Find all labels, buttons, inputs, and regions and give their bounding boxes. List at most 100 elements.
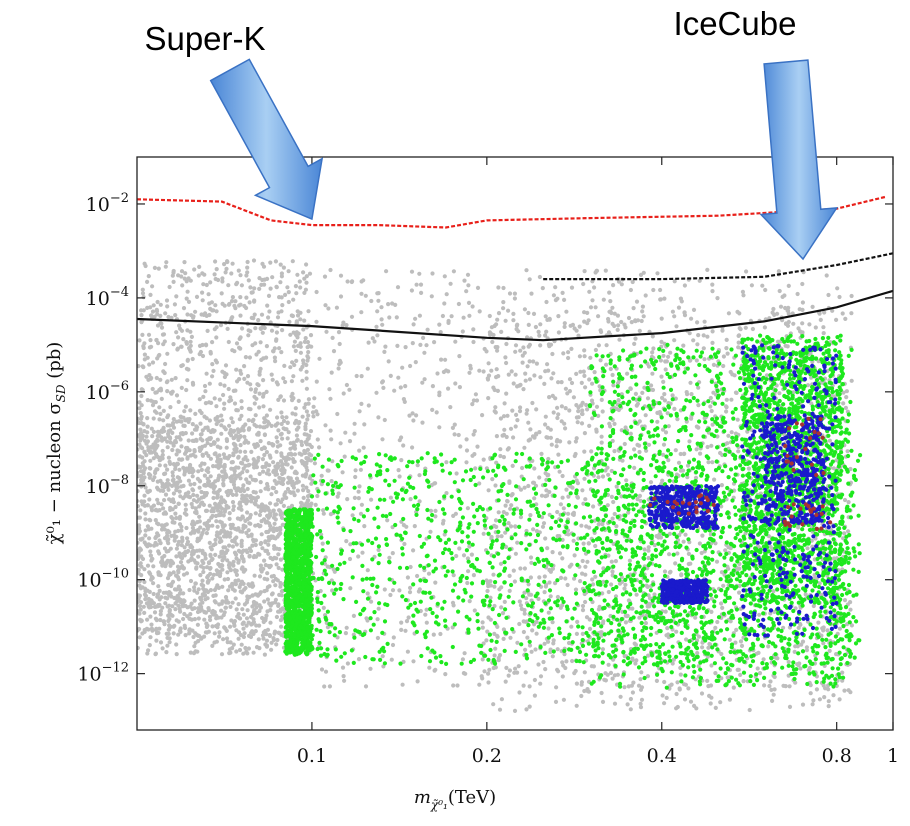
scatter-point: [235, 408, 240, 413]
scatter-point: [506, 673, 511, 678]
scatter-point: [201, 394, 206, 399]
scatter-point: [610, 305, 615, 310]
scatter-point: [328, 511, 333, 517]
scatter-point: [306, 355, 311, 360]
scatter-point: [273, 472, 278, 477]
scatter-point: [158, 612, 163, 617]
scatter-point: [152, 314, 157, 319]
scatter-point: [181, 423, 186, 428]
scatter-point: [148, 449, 153, 454]
scatter-point: [609, 494, 615, 499]
scatter-point: [786, 308, 791, 313]
scatter-point: [622, 586, 627, 591]
scatter-point: [352, 495, 357, 500]
scatter-point: [525, 364, 530, 369]
scatter-point: [384, 269, 389, 274]
scatter-point: [207, 482, 212, 487]
scatter-point: [538, 322, 543, 327]
scatter-point: [582, 431, 588, 436]
scatter-point: [276, 602, 281, 607]
scatter-point: [203, 597, 208, 602]
scatter-point: [177, 514, 183, 519]
scatter-point: [233, 299, 238, 304]
scatter-point: [395, 285, 401, 290]
scatter-point: [248, 285, 253, 290]
scatter-point: [255, 442, 260, 447]
scatter-point: [827, 648, 832, 654]
scatter-point: [211, 368, 216, 373]
scatter-point: [187, 587, 192, 593]
scatter-point: [338, 294, 344, 299]
scatter-point: [556, 330, 562, 335]
scatter-point: [622, 441, 627, 447]
scatter-point: [571, 538, 576, 543]
scatter-point: [541, 659, 546, 665]
scatter-point: [817, 697, 823, 702]
scatter-point: [301, 361, 306, 366]
scatter-point: [804, 645, 810, 650]
scatter-point: [206, 292, 211, 297]
scatter-point: [615, 327, 620, 332]
scatter-point: [216, 277, 221, 283]
scatter-point: [611, 383, 616, 388]
scatter-point: [628, 707, 633, 712]
scatter-point: [220, 369, 225, 374]
scatter-point: [587, 289, 592, 294]
scatter-point: [173, 504, 178, 510]
scatter-point: [689, 392, 694, 397]
scatter-point: [709, 596, 714, 601]
scatter-point: [562, 324, 567, 329]
scatter-point: [188, 278, 193, 283]
scatter-point: [518, 566, 523, 571]
scatter-point: [480, 625, 485, 630]
scatter-point: [272, 555, 277, 560]
scatter-point: [537, 475, 542, 480]
scatter-point: [390, 301, 395, 306]
scatter-point: [187, 631, 192, 636]
scatter-point: [517, 383, 522, 388]
scatter-point: [237, 336, 242, 341]
scatter-point: [169, 377, 174, 382]
scatter-point: [419, 290, 424, 295]
scatter-point: [200, 600, 205, 605]
scatter-point: [571, 395, 577, 400]
scatter-point: [607, 290, 612, 295]
scatter-point: [344, 625, 349, 630]
scatter-point: [193, 640, 198, 645]
scatter-point: [163, 264, 168, 269]
scatter-point: [591, 504, 596, 509]
scatter-point: [533, 324, 539, 330]
scatter-point: [385, 518, 390, 523]
scatter-point: [495, 317, 500, 322]
scatter-point: [569, 346, 574, 351]
scatter-point: [230, 261, 235, 266]
scatter-point: [157, 417, 162, 422]
scatter-point: [735, 417, 740, 422]
scatter-point: [189, 334, 194, 339]
scatter-point: [486, 671, 491, 676]
scatter-point: [305, 447, 310, 452]
scatter-point: [165, 379, 170, 384]
scatter-point: [606, 316, 611, 322]
scatter-point: [360, 550, 365, 555]
scatter-point: [290, 411, 295, 416]
scatter-point: [469, 552, 474, 557]
scatter-point: [137, 338, 142, 343]
scatter-point: [446, 320, 451, 325]
scatter-point: [340, 665, 346, 670]
scatter-point: [140, 287, 145, 292]
scatter-point: [165, 304, 170, 309]
scatter-point: [228, 624, 233, 629]
scatter-point: [213, 303, 218, 308]
scatter-point: [214, 335, 219, 340]
scatter-point: [471, 432, 476, 437]
scatter-point: [523, 670, 528, 675]
scatter-point: [249, 449, 254, 454]
scatter-point: [229, 316, 234, 321]
scatter-point: [151, 581, 156, 586]
scatter-point: [304, 376, 309, 381]
scatter-point: [276, 565, 281, 571]
scatter-point: [236, 455, 241, 460]
scatter-point: [176, 399, 181, 404]
scatter-point: [274, 481, 279, 486]
